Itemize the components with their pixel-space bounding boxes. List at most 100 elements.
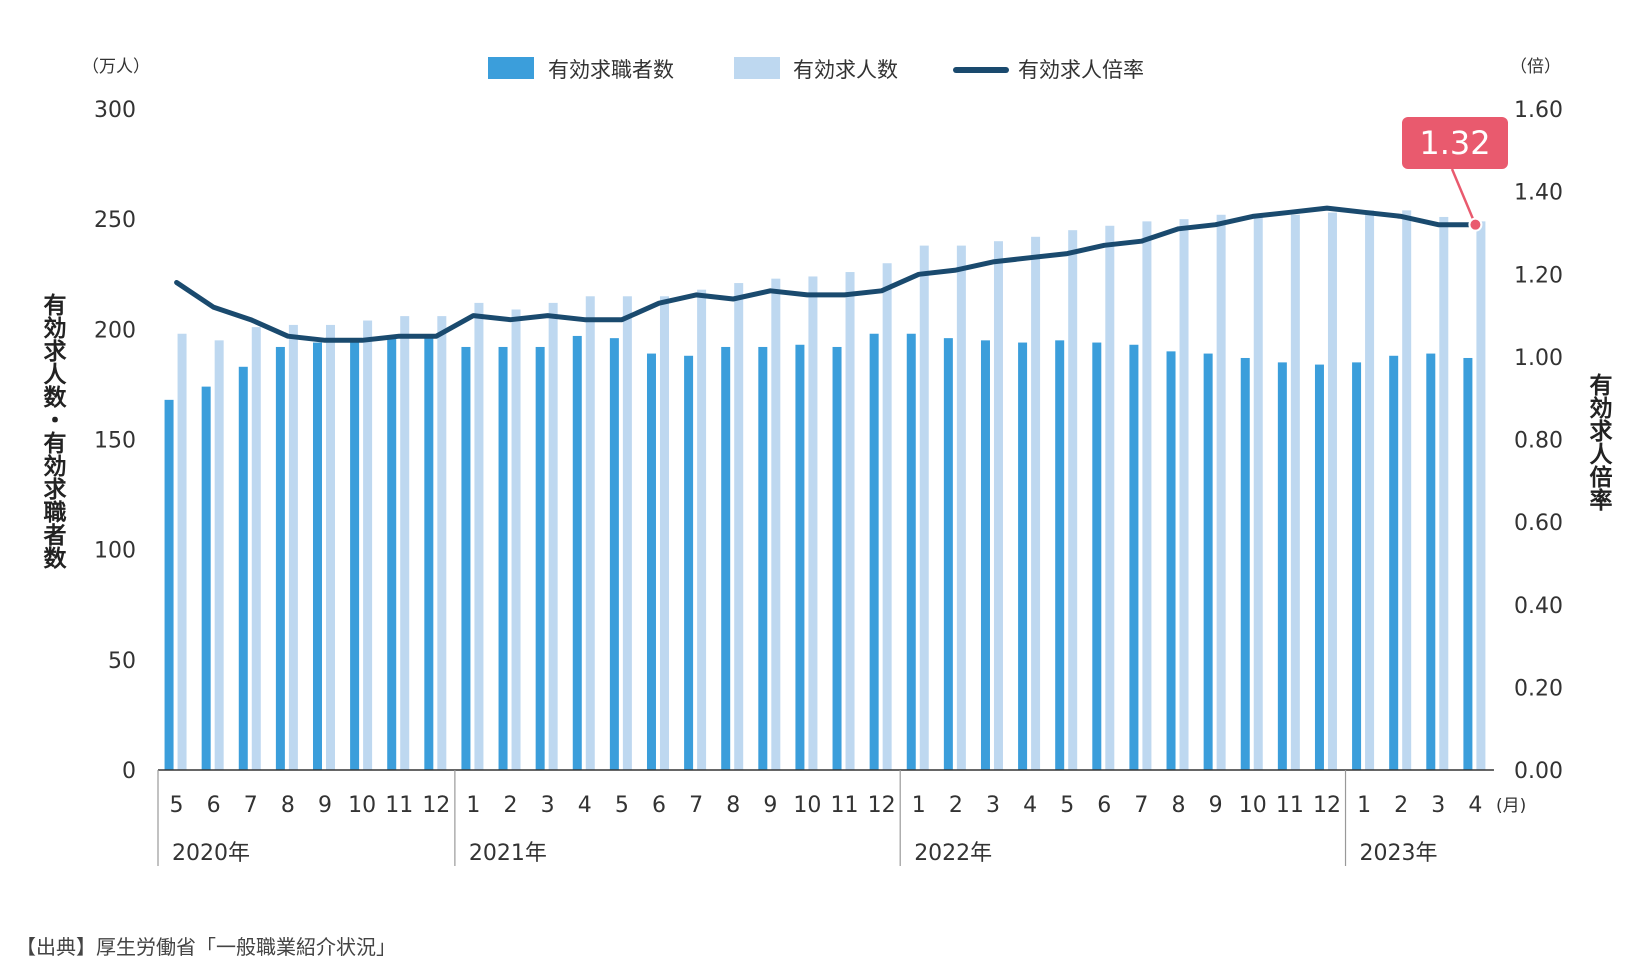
bar-job-openings [1179, 219, 1189, 770]
bar-job-openings [548, 302, 558, 770]
x-tick-label: 11 [831, 793, 859, 818]
x-tick-label: 7 [689, 793, 703, 818]
ratio-line-layer [174, 205, 1478, 343]
bar-job-seekers [1240, 357, 1250, 770]
bar-job-openings [734, 283, 744, 770]
ratio-line [174, 205, 1478, 343]
left-axis-title: 有効求人数・有効求職者数 [39, 292, 68, 570]
x-tick-label: 10 [793, 793, 821, 818]
legend-swatch-job-openings [734, 57, 780, 79]
bar-job-openings [956, 245, 966, 770]
year-label: 2021年 [469, 841, 547, 866]
bar-job-seekers [906, 333, 916, 770]
source-note: 【出典】厚生労働省「一般職業紹介状況」 [16, 935, 396, 959]
bar-job-openings [1105, 225, 1115, 770]
bar-job-seekers [201, 386, 211, 770]
x-tick-label: 4 [1468, 793, 1482, 818]
x-tick-label: 11 [385, 793, 413, 818]
legend-swatch-job-seekers [488, 57, 534, 79]
bar-job-openings [1402, 210, 1412, 770]
bar-job-seekers [684, 355, 694, 770]
x-tick-label: 12 [868, 793, 896, 818]
x-tick-label: 4 [578, 793, 592, 818]
x-tick-label: 2 [1394, 793, 1408, 818]
right-y-tick-label: 0.40 [1514, 594, 1563, 619]
bar-job-openings [363, 320, 373, 770]
bar-job-seekers [498, 346, 508, 770]
right-axis-unit: （倍） [1510, 57, 1561, 77]
x-tick-label: 6 [652, 793, 666, 818]
bar-job-openings [771, 278, 781, 770]
right-y-tick-label: 1.20 [1514, 263, 1563, 288]
bar-job-openings [177, 333, 187, 770]
bar-job-openings [659, 296, 669, 770]
latest-value-callout: 1.32 [1402, 117, 1508, 232]
bar-job-seekers [461, 346, 471, 770]
x-tick-label: 5 [1060, 793, 1074, 818]
bar-job-seekers [387, 338, 397, 770]
right-y-tick-label: 1.60 [1514, 98, 1563, 123]
x-tick-label: 11 [1276, 793, 1304, 818]
right-axis-title: 有効求人倍率 [1585, 372, 1613, 511]
bars [164, 210, 1486, 771]
bar-job-seekers [758, 346, 768, 770]
bar-job-seekers [1203, 353, 1213, 770]
bar-job-openings [993, 241, 1003, 770]
right-y-tick-label: 0.60 [1514, 511, 1563, 536]
left-y-tick-label: 150 [94, 429, 136, 454]
legend: 有効求職者数 有効求人数 有効求人倍率 [488, 57, 1144, 82]
x-tick-label: 9 [1209, 793, 1223, 818]
bar-job-openings [1365, 210, 1375, 770]
x-tick-label: 1 [466, 793, 480, 818]
x-tick-label: 5 [170, 793, 184, 818]
bar-job-seekers [832, 346, 842, 770]
bar-job-openings [697, 289, 707, 770]
left-y-tick-label: 300 [94, 98, 136, 123]
bar-job-openings [882, 263, 892, 770]
bar-job-openings [1216, 214, 1226, 770]
bar-job-seekers [535, 346, 545, 770]
x-tick-label: 3 [1431, 793, 1445, 818]
bar-job-openings [437, 316, 447, 770]
right-y-tick-label: 1.40 [1514, 181, 1563, 206]
bar-job-seekers [1389, 355, 1399, 770]
left-y-tick-label: 200 [94, 318, 136, 343]
bar-job-seekers [869, 333, 879, 770]
bar-job-openings [622, 296, 632, 770]
callout-point [1468, 217, 1483, 232]
legend-label-job-openings: 有効求人数 [793, 58, 898, 82]
right-y-tick-label: 0.00 [1514, 759, 1563, 784]
bar-job-openings [1439, 216, 1449, 771]
bar-job-seekers [1314, 364, 1324, 770]
x-tick-label: 6 [207, 793, 221, 818]
bar-job-openings [288, 324, 298, 770]
bar-job-seekers [1166, 351, 1176, 770]
x-tick-label: 1 [1357, 793, 1371, 818]
bar-job-seekers [164, 399, 174, 770]
year-label: 2020年 [172, 841, 250, 866]
left-y-axis: 300 250 200 150 100 50 0 [94, 98, 136, 784]
x-axis: 5 6 7 8 9 10 11 12 1 2 3 4 5 6 7 8 9 10 11 12 1 2 3 4 5 6 7 8 9 10 11 1… [157, 769, 1526, 866]
x-tick-label: 8 [726, 793, 740, 818]
right-y-axis: 1.60 1.40 1.20 1.00 0.80 0.60 0.40 0.20 0.00 [1514, 98, 1563, 784]
bar-job-seekers [424, 335, 434, 770]
x-tick-label: 9 [318, 793, 332, 818]
x-tick-label: 3 [541, 793, 555, 818]
x-tick-label: 12 [422, 793, 450, 818]
bar-job-openings [845, 272, 855, 770]
callout-value: 1.32 [1419, 124, 1490, 162]
x-tick-label: 3 [986, 793, 1000, 818]
left-y-tick-label: 50 [108, 649, 136, 674]
legend-label-job-seekers: 有効求職者数 [548, 58, 674, 82]
bar-job-seekers [1426, 353, 1436, 770]
bar-job-openings [919, 245, 929, 770]
right-y-tick-label: 0.80 [1514, 429, 1563, 454]
x-tick-label: 10 [1239, 793, 1267, 818]
bar-job-openings [214, 340, 224, 770]
x-tick-label: 7 [1134, 793, 1148, 818]
bar-job-seekers [1055, 340, 1065, 770]
right-y-tick-label: 0.20 [1514, 676, 1563, 701]
bar-job-openings [1327, 212, 1337, 771]
bar-job-openings [585, 296, 595, 770]
